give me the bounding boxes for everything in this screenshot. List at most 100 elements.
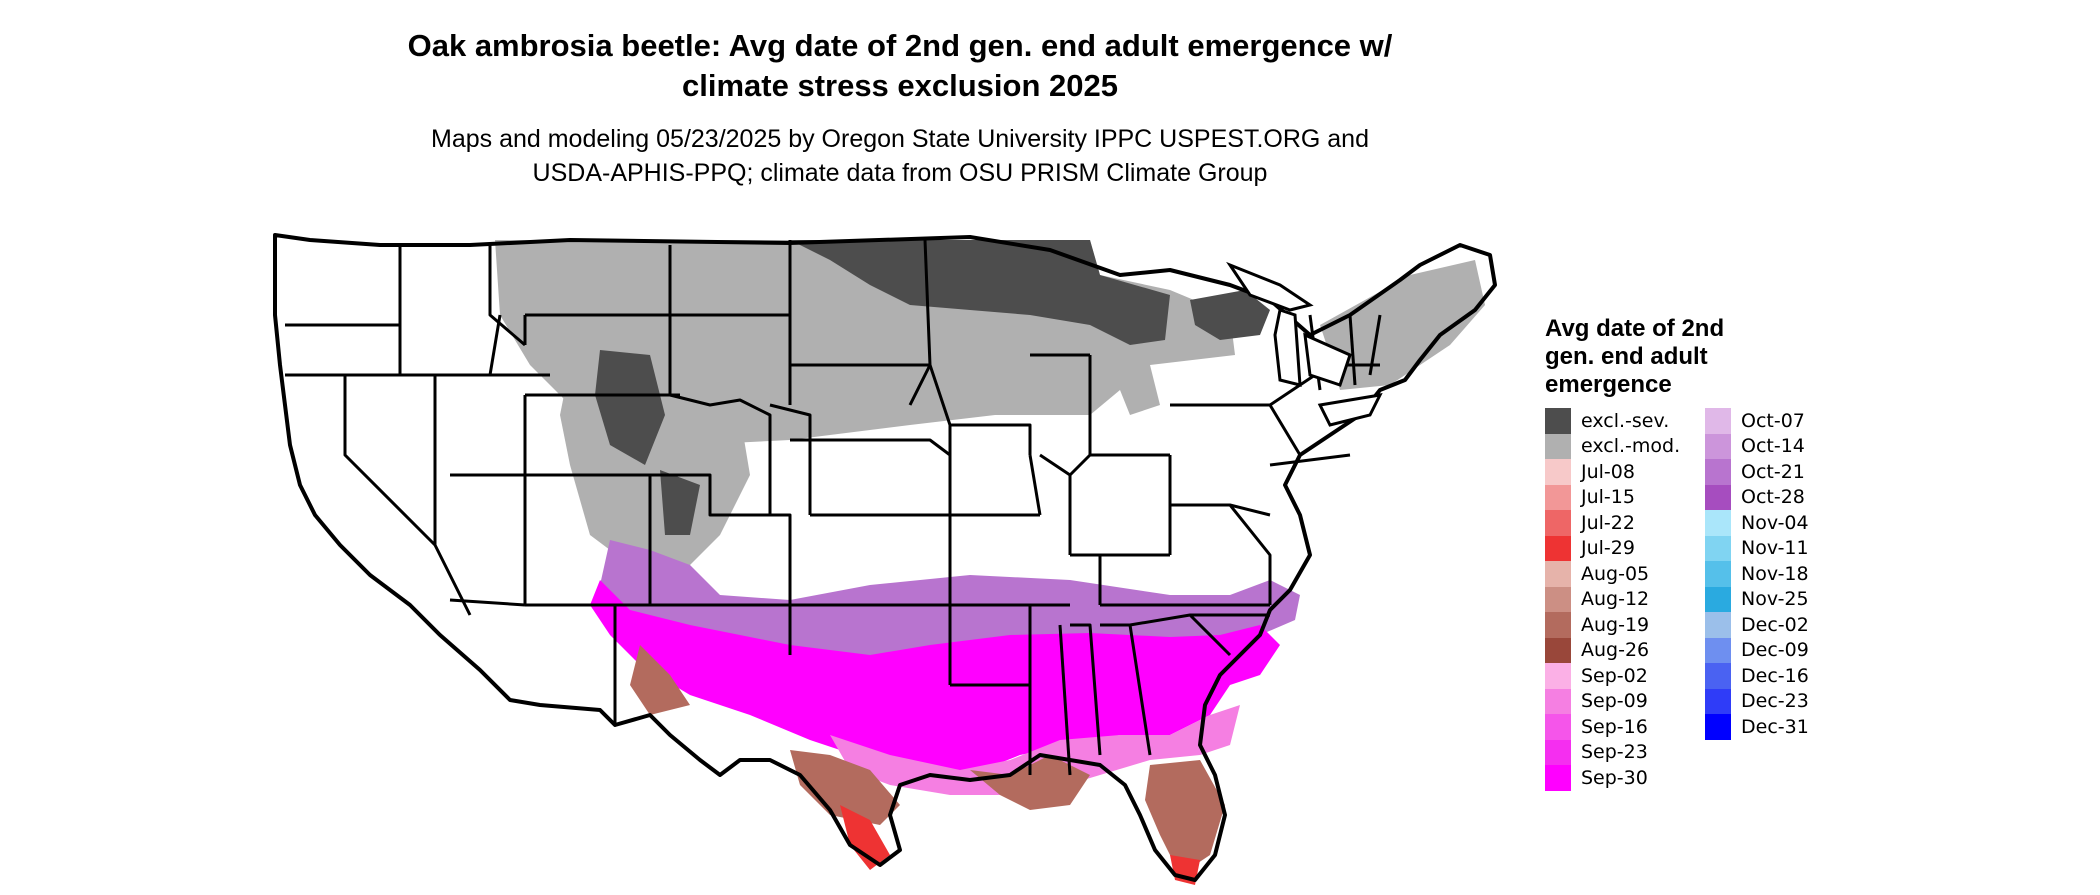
legend-swatch (1545, 765, 1571, 791)
legend-swatch (1545, 459, 1571, 485)
legend-label: Jul-29 (1581, 537, 1635, 560)
legend-label: Sep-23 (1581, 741, 1648, 764)
emergence-band-jul (840, 805, 1200, 885)
legend-item: Jul-29 (1545, 535, 1680, 561)
legend-swatch (1705, 535, 1731, 561)
legend-label: Aug-05 (1581, 562, 1650, 585)
legend-swatch (1705, 433, 1731, 459)
legend-label: Dec-23 (1741, 690, 1809, 713)
emergence-band-sep (590, 580, 1280, 775)
legend-swatch (1705, 688, 1731, 714)
legend-label: Jul-08 (1581, 460, 1635, 483)
emergence-band-sep-light (830, 705, 1240, 795)
legend-label: Jul-15 (1581, 486, 1635, 509)
legend-label: Sep-09 (1581, 690, 1648, 713)
legend-item: Sep-02 (1545, 663, 1680, 689)
state-borders (285, 239, 1382, 776)
legend-column-2: Oct-07 Oct-14 Oct-21 Oct-28 Nov-04 Nov-11 Nov-… (1705, 408, 1809, 740)
legend-item: Dec-09 (1705, 637, 1809, 663)
legend-item: Nov-11 (1705, 535, 1809, 561)
legend-label: Jul-22 (1581, 511, 1635, 534)
legend-label: Oct-07 (1741, 409, 1805, 432)
legend-swatch (1545, 433, 1571, 459)
legend-item: Jul-15 (1545, 484, 1680, 510)
legend-label: Sep-02 (1581, 664, 1648, 687)
legend-title-line1: Avg date of 2nd (1545, 315, 1725, 342)
legend-item: excl.-sev. (1545, 408, 1680, 434)
legend-swatch (1545, 586, 1571, 612)
legend-label: Nov-18 (1741, 562, 1809, 585)
legend-label: Sep-30 (1581, 766, 1648, 789)
map-subtitle: Maps and modeling 05/23/2025 by Oregon S… (431, 125, 1369, 153)
legend-label: Nov-11 (1741, 537, 1809, 560)
legend-item: Dec-31 (1705, 714, 1809, 740)
legend-swatch (1705, 408, 1731, 434)
legend-swatch (1705, 561, 1731, 587)
legend-item: Aug-19 (1545, 612, 1680, 638)
legend-swatch (1705, 637, 1731, 663)
legend-swatch (1705, 586, 1731, 612)
legend-label: Nov-25 (1741, 588, 1809, 611)
legend-swatch (1545, 714, 1571, 740)
legend-item: Oct-14 (1705, 433, 1809, 459)
excl-mod-region-northeast (1320, 260, 1485, 390)
excl-sev-region-wisconsin (1190, 290, 1270, 340)
legend-item: Sep-23 (1545, 739, 1680, 765)
legend-label: Oct-21 (1741, 460, 1805, 483)
excl-sev-region-northplains (790, 240, 1170, 345)
legend-item: Sep-16 (1545, 714, 1680, 740)
legend-swatch (1545, 510, 1571, 536)
conus-map (273, 233, 1497, 885)
legend-swatch (1705, 510, 1731, 536)
legend-swatch (1545, 535, 1571, 561)
legend-title-line2: gen. end adult (1545, 343, 1708, 370)
legend-item: Oct-28 (1705, 484, 1809, 510)
legend-swatch (1545, 561, 1571, 587)
legend-item: Aug-26 (1545, 637, 1680, 663)
legend-item: Sep-30 (1545, 765, 1680, 791)
legend-swatch (1705, 484, 1731, 510)
legend-swatch (1545, 637, 1571, 663)
legend-swatch (1545, 688, 1571, 714)
legend-item: Oct-07 (1705, 408, 1809, 434)
legend-label: Nov-04 (1741, 511, 1809, 534)
legend-label: Aug-12 (1581, 588, 1650, 611)
legend-title: Avg date of 2nd gen. end adult emergence (1545, 315, 1805, 399)
legend-swatch (1545, 663, 1571, 689)
legend-item: Oct-21 (1705, 459, 1809, 485)
map-title: Oak ambrosia beetle: Avg date of 2nd gen… (407, 28, 1393, 63)
legend-item: excl.-mod. (1545, 433, 1681, 459)
legend-label: excl.-sev. (1581, 409, 1670, 432)
great-lakes (1226, 261, 1383, 427)
legend-label: Oct-28 (1741, 486, 1805, 509)
legend-item: Nov-18 (1705, 561, 1809, 587)
legend-swatch (1705, 663, 1731, 689)
legend-label: Dec-16 (1741, 664, 1809, 687)
legend-label: Aug-26 (1581, 639, 1650, 662)
legend-swatch (1705, 714, 1731, 740)
legend-label: Dec-09 (1741, 639, 1809, 662)
legend-item: Dec-23 (1705, 688, 1809, 714)
legend-item: Dec-02 (1705, 612, 1809, 638)
conus-outline (273, 233, 1497, 882)
legend-swatch (1545, 739, 1571, 765)
map-subtitle-line2: USDA-APHIS-PPQ; climate data from OSU PR… (532, 159, 1268, 187)
legend-item: Nov-04 (1705, 510, 1809, 536)
map-title-line2: climate stress exclusion 2025 (682, 68, 1118, 103)
legend-swatch (1705, 459, 1731, 485)
legend-item: Aug-12 (1545, 586, 1680, 612)
legend-label: excl.-mod. (1581, 435, 1681, 458)
legend-swatch (1545, 408, 1571, 434)
legend-label: Dec-31 (1741, 715, 1809, 738)
legend-item: Aug-05 (1545, 561, 1680, 587)
legend-label: Oct-14 (1741, 435, 1805, 458)
legend-swatch (1705, 612, 1731, 638)
legend-item: Dec-16 (1705, 663, 1809, 689)
legend-swatch (1545, 484, 1571, 510)
legend-column-1: excl.-sev. excl.-mod. Jul-08 Jul-15 Jul-22 Ju… (1545, 408, 1680, 791)
legend-item: Jul-08 (1545, 459, 1680, 485)
legend-title-line3: emergence (1545, 371, 1672, 398)
legend-item: Jul-22 (1545, 510, 1680, 536)
legend-label: Dec-02 (1741, 613, 1809, 636)
legend-item: Sep-09 (1545, 688, 1680, 714)
